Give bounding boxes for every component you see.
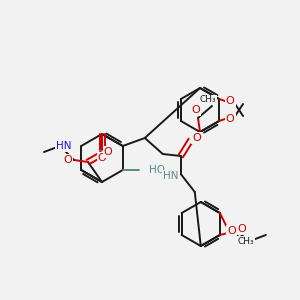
Text: O: O bbox=[226, 96, 234, 106]
Text: O: O bbox=[64, 155, 72, 165]
Text: HN: HN bbox=[56, 141, 71, 151]
Text: O: O bbox=[192, 105, 200, 115]
Text: O: O bbox=[226, 114, 234, 124]
Text: O: O bbox=[98, 153, 106, 163]
Text: HO: HO bbox=[149, 165, 165, 175]
Text: O: O bbox=[227, 226, 236, 236]
Text: HN: HN bbox=[163, 171, 179, 181]
Text: CH₃: CH₃ bbox=[238, 236, 254, 245]
Text: O: O bbox=[238, 224, 246, 234]
Text: CH₃: CH₃ bbox=[200, 95, 216, 104]
Text: O: O bbox=[103, 147, 112, 157]
Text: O: O bbox=[192, 133, 201, 143]
